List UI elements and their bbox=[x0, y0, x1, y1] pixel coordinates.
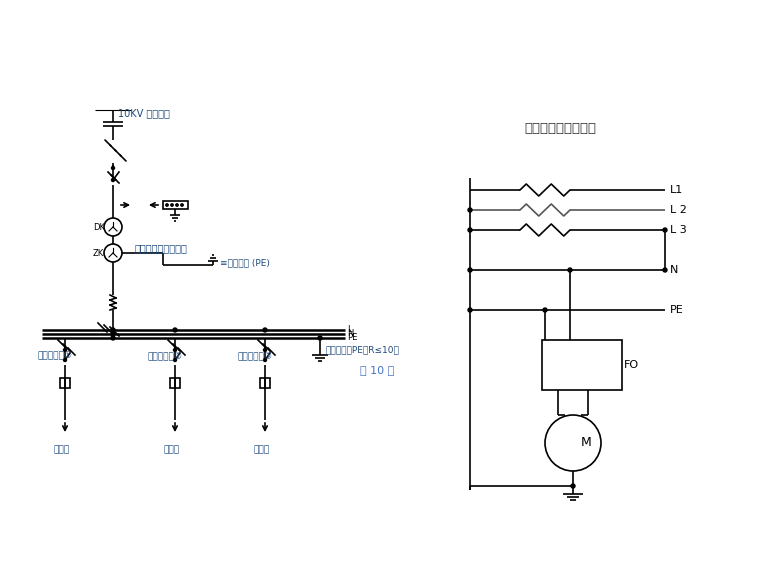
Text: 二级配电桧②: 二级配电桧② bbox=[147, 352, 182, 361]
Text: L: L bbox=[347, 325, 352, 335]
Circle shape bbox=[111, 328, 115, 332]
Text: M: M bbox=[581, 436, 592, 450]
Circle shape bbox=[468, 268, 472, 272]
Bar bbox=[170, 378, 180, 388]
Circle shape bbox=[173, 328, 177, 332]
Circle shape bbox=[64, 348, 67, 352]
Circle shape bbox=[468, 308, 472, 312]
Circle shape bbox=[64, 358, 67, 361]
Text: 二级配电桧①: 二级配电桧① bbox=[37, 352, 72, 361]
Circle shape bbox=[181, 204, 183, 206]
Text: 三级桧: 三级桧 bbox=[163, 446, 179, 455]
Circle shape bbox=[318, 336, 322, 340]
Text: L 2: L 2 bbox=[670, 205, 687, 215]
Circle shape bbox=[663, 228, 667, 232]
Text: 重复接地（PE）R≤10欧: 重复接地（PE）R≤10欧 bbox=[325, 345, 399, 354]
Circle shape bbox=[468, 228, 472, 232]
Text: 三级桧: 三级桧 bbox=[53, 446, 69, 455]
Circle shape bbox=[173, 348, 176, 352]
Circle shape bbox=[571, 484, 575, 488]
Text: 第 10 页: 第 10 页 bbox=[360, 365, 394, 375]
Circle shape bbox=[171, 204, 173, 206]
Circle shape bbox=[111, 336, 115, 340]
Bar bbox=[163, 201, 188, 209]
Circle shape bbox=[112, 179, 115, 182]
Circle shape bbox=[173, 358, 176, 361]
Circle shape bbox=[264, 348, 267, 352]
Text: 总配电筱（一级筱）: 总配电筱（一级筱） bbox=[135, 243, 188, 253]
Text: 三级桧: 三级桧 bbox=[253, 446, 269, 455]
Circle shape bbox=[176, 204, 178, 206]
Text: ≡保护接零 (PE): ≡保护接零 (PE) bbox=[220, 258, 270, 267]
Text: 二级配电桧③: 二级配电桧③ bbox=[237, 352, 272, 361]
Bar bbox=[260, 378, 270, 388]
Text: 漏电保护器接线方式: 漏电保护器接线方式 bbox=[524, 122, 596, 134]
Text: N: N bbox=[670, 265, 679, 275]
Text: PE: PE bbox=[347, 333, 357, 343]
Circle shape bbox=[568, 268, 572, 272]
Circle shape bbox=[543, 308, 547, 312]
Text: N: N bbox=[347, 329, 353, 339]
Circle shape bbox=[663, 268, 667, 272]
Text: 10KV 电源进线: 10KV 电源进线 bbox=[118, 108, 170, 118]
Text: PE: PE bbox=[670, 305, 684, 315]
Text: FO: FO bbox=[624, 360, 639, 370]
Text: ZK: ZK bbox=[93, 249, 104, 258]
Bar bbox=[60, 378, 70, 388]
Circle shape bbox=[166, 204, 168, 206]
Circle shape bbox=[112, 167, 115, 170]
Circle shape bbox=[468, 208, 472, 212]
Text: DK: DK bbox=[93, 222, 105, 232]
Bar bbox=[542, 340, 622, 390]
Circle shape bbox=[264, 358, 267, 361]
Text: L 3: L 3 bbox=[670, 225, 687, 235]
Text: L1: L1 bbox=[670, 185, 683, 195]
Circle shape bbox=[111, 332, 115, 336]
Circle shape bbox=[263, 328, 267, 332]
